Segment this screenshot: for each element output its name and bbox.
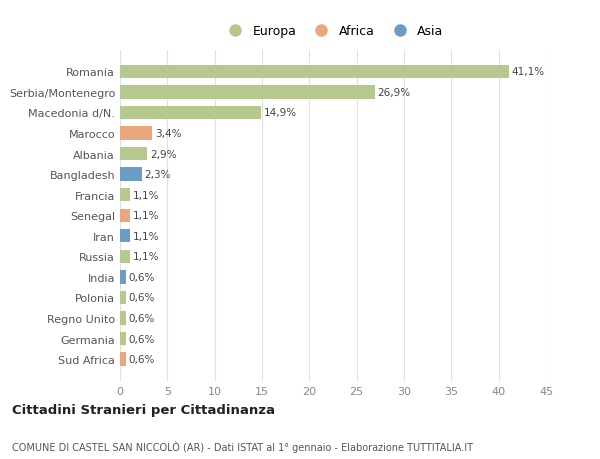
Text: 1,1%: 1,1%: [133, 190, 160, 200]
Text: 2,9%: 2,9%: [150, 149, 177, 159]
Bar: [120, 189, 130, 202]
Text: 0,6%: 0,6%: [128, 354, 155, 364]
Bar: [120, 250, 130, 263]
Text: 0,6%: 0,6%: [128, 272, 155, 282]
Legend: Europa, Africa, Asia: Europa, Africa, Asia: [218, 20, 449, 43]
Bar: [120, 66, 509, 79]
Text: 1,1%: 1,1%: [133, 231, 160, 241]
Bar: [120, 230, 130, 243]
Bar: [120, 209, 130, 223]
Text: COMUNE DI CASTEL SAN NICCOLÒ (AR) - Dati ISTAT al 1° gennaio - Elaborazione TUTT: COMUNE DI CASTEL SAN NICCOLÒ (AR) - Dati…: [12, 440, 473, 452]
Bar: [120, 312, 125, 325]
Text: 2,3%: 2,3%: [145, 170, 171, 180]
Text: 0,6%: 0,6%: [128, 334, 155, 344]
Text: 0,6%: 0,6%: [128, 293, 155, 303]
Text: 41,1%: 41,1%: [512, 67, 545, 77]
Bar: [120, 353, 125, 366]
Bar: [120, 271, 125, 284]
Bar: [120, 106, 261, 120]
Bar: [120, 291, 125, 304]
Bar: [120, 86, 374, 99]
Bar: [120, 127, 152, 140]
Text: 0,6%: 0,6%: [128, 313, 155, 323]
Text: 1,1%: 1,1%: [133, 252, 160, 262]
Bar: [120, 147, 148, 161]
Bar: [120, 332, 125, 346]
Text: 3,4%: 3,4%: [155, 129, 182, 139]
Bar: [120, 168, 142, 181]
Text: 14,9%: 14,9%: [264, 108, 297, 118]
Text: 1,1%: 1,1%: [133, 211, 160, 221]
Text: Cittadini Stranieri per Cittadinanza: Cittadini Stranieri per Cittadinanza: [12, 403, 275, 416]
Text: 26,9%: 26,9%: [377, 88, 410, 98]
